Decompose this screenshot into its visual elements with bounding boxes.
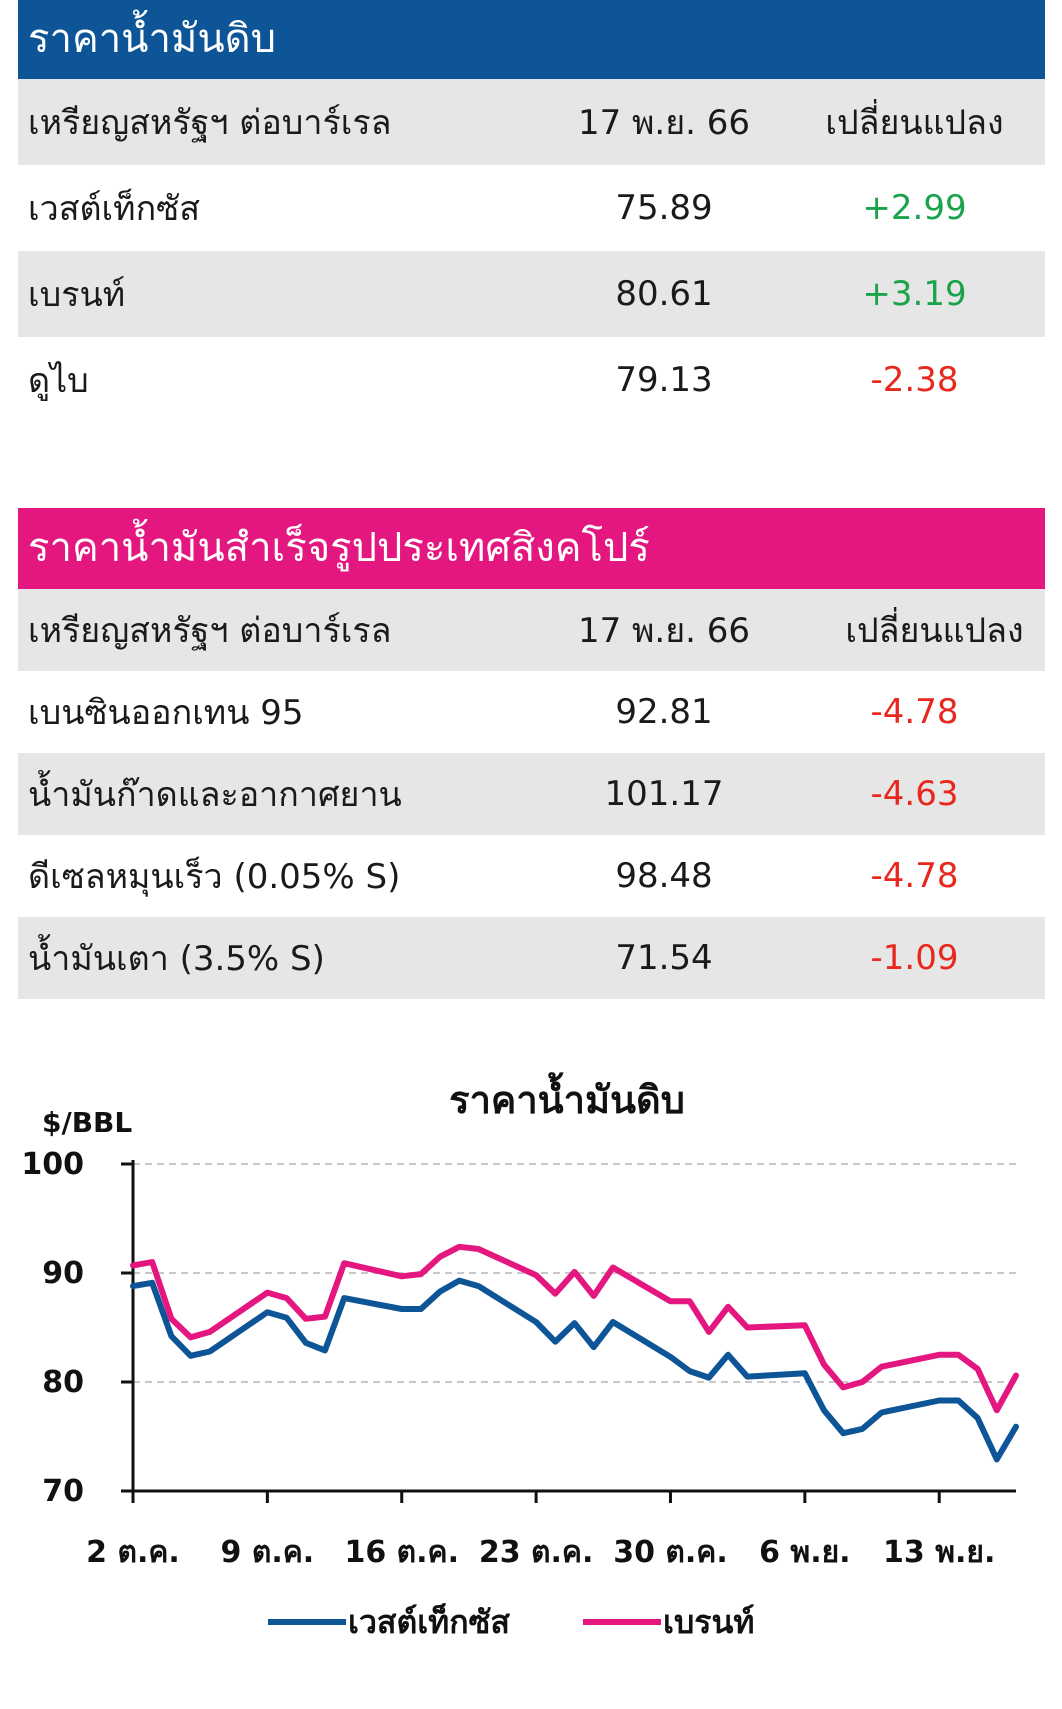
row-name: เบนซินออกเทน 95 xyxy=(28,693,304,733)
x-tick-label: 6 พ.ย. xyxy=(759,1535,850,1570)
row-change: +3.19 xyxy=(862,274,967,314)
crude-oil-title: ราคาน้ำมันดิบ xyxy=(18,0,1045,79)
table-row: น้ำมันเตา (3.5% S) 71.54 -1.09 xyxy=(18,917,1045,999)
row-name: น้ำมันก๊าดและอากาศยาน xyxy=(28,775,402,815)
refined-table-header: เหรียญสหรัฐฯ ต่อบาร์เรล 17 พ.ย. 66 เปลี่… xyxy=(18,589,1045,671)
row-price: 75.89 xyxy=(615,188,713,228)
x-tick-label: 30 ต.ค. xyxy=(613,1535,728,1570)
row-price: 98.48 xyxy=(615,856,713,896)
change-header: เปลี่ยนแปลง xyxy=(825,103,1004,143)
series-line-brent xyxy=(130,1243,1019,1414)
table-row: น้ำมันก๊าดและอากาศยาน 101.17 -4.63 xyxy=(18,753,1045,835)
row-price: 92.81 xyxy=(615,692,713,732)
row-price: 79.13 xyxy=(615,360,713,400)
row-name: ดีเซลหมุนเร็ว (0.05% S) xyxy=(28,857,401,897)
table-row: ดีเซลหมุนเร็ว (0.05% S) 98.48 -4.78 xyxy=(18,835,1045,917)
row-change: -4.78 xyxy=(870,692,959,732)
table-row: เบนซินออกเทน 95 92.81 -4.78 xyxy=(18,671,1045,753)
x-tick-label: 16 ต.ค. xyxy=(344,1535,459,1570)
row-name: เบรนท์ xyxy=(28,275,126,315)
x-tick-label: 9 ต.ค. xyxy=(221,1535,315,1570)
table-row: เบรนท์ 80.61 +3.19 xyxy=(18,251,1045,337)
y-tick-label: 100 xyxy=(21,1147,84,1182)
y-tick-label: 80 xyxy=(42,1365,84,1400)
date-header: 17 พ.ย. 66 xyxy=(577,103,751,143)
legend-label: เวสต์เท็กซัส xyxy=(348,1602,510,1641)
row-name: เวสต์เท็กซัส xyxy=(28,189,200,229)
row-change: -1.09 xyxy=(870,938,959,978)
refined-oil-table: ราคาน้ำมันสำเร็จรูปประเทศสิงคโปร์ เหรียญ… xyxy=(18,508,1045,999)
row-name: น้ำมันเตา (3.5% S) xyxy=(28,939,325,979)
row-price: 101.17 xyxy=(604,774,724,814)
x-tick-label: 13 พ.ย. xyxy=(883,1535,995,1570)
x-tick-label: 23 ต.ค. xyxy=(479,1535,594,1570)
legend-label: เบรนท์ xyxy=(663,1603,754,1641)
series-line-wti xyxy=(130,1277,1019,1463)
crude-table-header: เหรียญสหรัฐฯ ต่อบาร์เรล 17 พ.ย. 66 เปลี่… xyxy=(18,79,1045,165)
date-header: 17 พ.ย. 66 xyxy=(577,611,751,651)
change-header: เปลี่ยนแปลง xyxy=(845,611,1024,651)
row-change: -2.38 xyxy=(870,360,959,400)
row-change: -4.63 xyxy=(870,774,959,814)
refined-oil-title: ราคาน้ำมันสำเร็จรูปประเทศสิงคโปร์ xyxy=(18,508,1045,589)
row-price: 71.54 xyxy=(615,938,713,978)
table-row: ดูไบ 79.13 -2.38 xyxy=(18,337,1045,423)
y-tick-label: 90 xyxy=(42,1256,84,1291)
y-tick-label: 70 xyxy=(42,1474,84,1509)
row-price: 80.61 xyxy=(615,274,713,314)
unit-header: เหรียญสหรัฐฯ ต่อบาร์เรล xyxy=(28,103,392,143)
unit-header: เหรียญสหรัฐฯ ต่อบาร์เรล xyxy=(28,611,392,651)
row-name: ดูไบ xyxy=(28,361,89,401)
crude-oil-table: ราคาน้ำมันดิบ เหรียญสหรัฐฯ ต่อบาร์เรล 17… xyxy=(18,0,1045,423)
table-row: เวสต์เท็กซัส 75.89 +2.99 xyxy=(18,165,1045,251)
row-change: +2.99 xyxy=(862,188,967,228)
crude-oil-price-chart: ราคาน้ำมันดิบ $/BBL 70 80 90 100 2 ต.ค. 9 ต.ค… xyxy=(21,1072,1019,1641)
row-change: -4.78 xyxy=(870,856,959,896)
chart-title: ราคาน้ำมันดิบ xyxy=(449,1072,685,1122)
y-axis-label: $/BBL xyxy=(42,1106,132,1139)
x-tick-label: 2 ต.ค. xyxy=(86,1535,180,1570)
